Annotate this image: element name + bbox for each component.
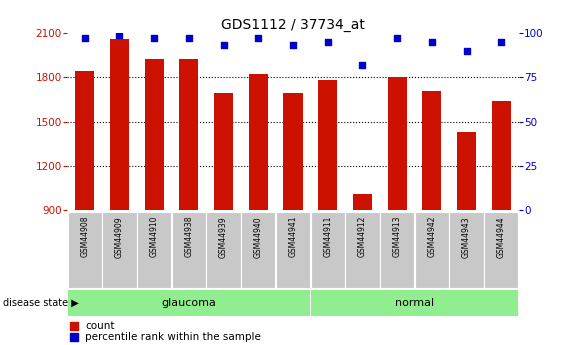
Bar: [110, 39, 129, 210]
Bar: [284, 93, 302, 210]
Point: [115, 32, 124, 37]
Text: GSM44943: GSM44943: [462, 216, 471, 258]
Bar: [172, 212, 206, 288]
Bar: [345, 212, 380, 288]
Bar: [449, 212, 483, 288]
Bar: [311, 290, 519, 316]
Bar: [484, 212, 519, 288]
Text: glaucoma: glaucoma: [161, 298, 216, 308]
Point: [288, 42, 298, 48]
Bar: [241, 212, 275, 288]
Point: [496, 39, 506, 45]
Text: GSM44938: GSM44938: [185, 216, 193, 257]
Bar: [311, 212, 345, 288]
Point: [70, 335, 79, 340]
Bar: [457, 132, 476, 210]
Bar: [353, 194, 372, 210]
Text: normal: normal: [395, 298, 434, 308]
Bar: [137, 212, 171, 288]
Text: GSM44913: GSM44913: [393, 216, 401, 257]
Text: GSM44940: GSM44940: [254, 216, 263, 258]
Bar: [492, 101, 511, 210]
Text: count: count: [86, 321, 115, 331]
Point: [427, 39, 437, 45]
Bar: [75, 71, 94, 210]
Text: percentile rank within the sample: percentile rank within the sample: [86, 333, 261, 342]
Bar: [145, 59, 163, 210]
Point: [149, 35, 159, 41]
Bar: [206, 212, 241, 288]
Text: GSM44942: GSM44942: [427, 216, 437, 257]
Point: [70, 323, 79, 329]
Text: GSM44912: GSM44912: [358, 216, 367, 257]
Text: GSM44941: GSM44941: [288, 216, 298, 257]
Point: [184, 35, 193, 41]
Text: disease state ▶: disease state ▶: [3, 298, 79, 308]
Text: GSM44910: GSM44910: [149, 216, 159, 257]
Bar: [248, 74, 268, 210]
Text: GSM44908: GSM44908: [80, 216, 89, 257]
Bar: [276, 212, 310, 288]
Bar: [214, 93, 233, 210]
Title: GDS1112 / 37734_at: GDS1112 / 37734_at: [221, 18, 365, 32]
Text: GSM44944: GSM44944: [497, 216, 506, 258]
Text: GSM44909: GSM44909: [115, 216, 124, 258]
Point: [462, 48, 471, 53]
Point: [254, 35, 263, 41]
Bar: [67, 290, 310, 316]
Bar: [179, 59, 199, 210]
Point: [219, 42, 229, 48]
Point: [357, 62, 367, 68]
Bar: [387, 77, 407, 210]
Bar: [423, 90, 441, 210]
Bar: [318, 80, 338, 210]
Text: GSM44911: GSM44911: [323, 216, 332, 257]
Bar: [415, 212, 449, 288]
Point: [80, 35, 90, 41]
Bar: [380, 212, 414, 288]
Point: [323, 39, 332, 45]
Point: [393, 35, 402, 41]
Bar: [103, 212, 137, 288]
Bar: [67, 212, 102, 288]
Text: GSM44939: GSM44939: [219, 216, 228, 258]
